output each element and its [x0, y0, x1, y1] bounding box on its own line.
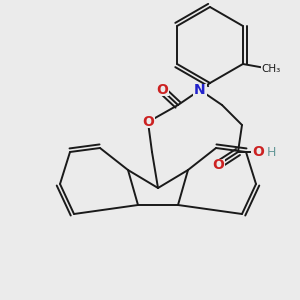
Bar: [141, 116, 155, 128]
Bar: [211, 159, 225, 171]
Text: O: O: [212, 158, 224, 172]
Text: H: H: [266, 146, 276, 158]
Text: O: O: [156, 83, 168, 97]
Bar: [261, 64, 281, 74]
Bar: [251, 146, 265, 158]
Text: O: O: [142, 115, 154, 129]
Text: CH₃: CH₃: [261, 64, 280, 74]
Text: N: N: [194, 83, 206, 97]
Bar: [155, 84, 169, 96]
Text: O: O: [252, 145, 264, 159]
Bar: [193, 83, 207, 97]
